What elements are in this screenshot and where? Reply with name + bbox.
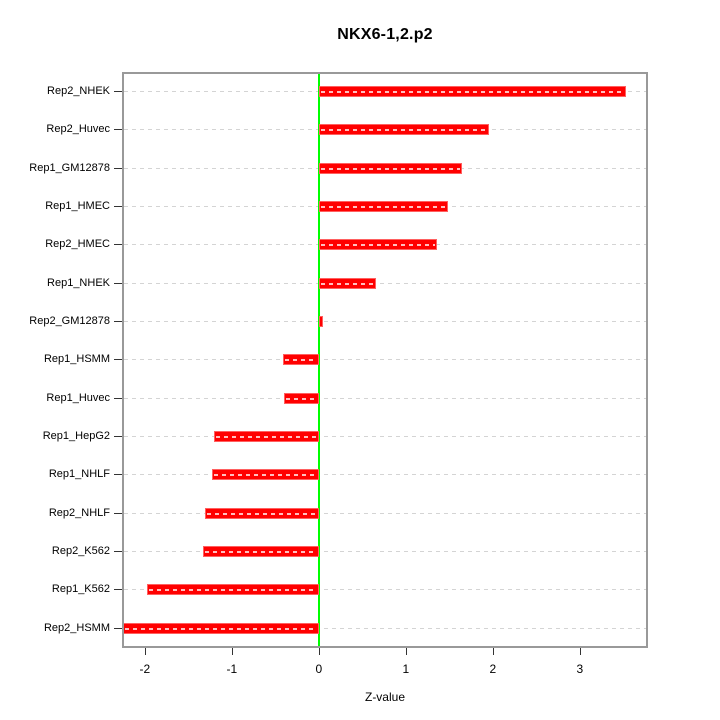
y-tick: [114, 244, 122, 246]
bar: [213, 430, 319, 442]
y-label: Rep1_NHLF: [48, 468, 110, 481]
bar-dash-pattern: [285, 359, 317, 362]
y-tick: [114, 397, 122, 399]
bar-dash-pattern: [213, 474, 317, 477]
y-label: Rep2_K562: [51, 544, 110, 557]
gridline: [124, 627, 646, 629]
bar: [318, 277, 377, 289]
x-tick: [405, 648, 407, 655]
bar-dash-pattern: [125, 627, 317, 630]
y-label: Rep1_HMEC: [45, 199, 110, 212]
gridline: [124, 474, 646, 476]
bar: [211, 469, 319, 481]
y-label: Rep1_Huvec: [46, 391, 110, 404]
y-tick: [114, 512, 122, 514]
bar-dash-pattern: [215, 435, 317, 438]
gridline: [124, 512, 646, 514]
x-tick: [492, 648, 494, 655]
plot-area: [124, 74, 646, 646]
x-tick-label: 0: [315, 662, 323, 676]
bar: [318, 200, 448, 212]
y-tick: [114, 205, 122, 207]
x-tick-label: 3: [576, 662, 584, 676]
bar: [318, 239, 438, 251]
y-label: Rep1_HSMM: [43, 353, 110, 366]
bar: [318, 124, 490, 136]
x-tick: [318, 648, 320, 655]
gridline: [124, 320, 646, 322]
bar: [203, 545, 319, 557]
bar: [283, 354, 319, 366]
y-tick: [114, 435, 122, 437]
x-axis-label: Z-value: [364, 690, 405, 704]
x-tick: [144, 648, 146, 655]
gridline: [124, 589, 646, 591]
x-tick: [579, 648, 581, 655]
bar-dash-pattern: [320, 91, 624, 93]
y-tick: [114, 627, 122, 629]
bar: [318, 162, 463, 174]
y-tick: [114, 167, 122, 169]
y-tick: [114, 320, 122, 322]
bar-dash-pattern: [320, 167, 461, 170]
bar: [204, 507, 319, 519]
gridline: [124, 282, 646, 284]
y-label: Rep2_NHEK: [47, 85, 110, 97]
y-tick: [114, 129, 122, 131]
y-label: Rep2_HMEC: [45, 238, 110, 251]
y-label: Rep2_HSMM: [43, 621, 110, 634]
chart-title: NKX6-1,2.p2: [337, 26, 433, 43]
bar-dash-pattern: [320, 129, 488, 132]
x-tick-label: 2: [489, 662, 497, 676]
bar-dash-pattern: [206, 512, 317, 515]
y-label: Rep1_HepG2: [42, 429, 110, 442]
gridline: [124, 435, 646, 437]
x-tick-label: -1: [226, 662, 238, 676]
y-tick: [114, 474, 122, 476]
x-tick-label: 1: [402, 662, 410, 676]
bar: [124, 622, 319, 634]
y-tick: [114, 282, 122, 284]
y-label: Rep1_K562: [51, 583, 110, 596]
zero-reference-line: [317, 74, 320, 646]
y-tick: [114, 589, 122, 591]
x-tick-label: -2: [139, 662, 151, 676]
bar-dash-pattern: [286, 397, 317, 400]
y-label: Rep1_NHEK: [47, 276, 110, 289]
bar-dash-pattern: [320, 282, 375, 285]
y-tick: [114, 91, 122, 92]
x-tick: [231, 648, 233, 655]
y-tick: [114, 550, 122, 552]
bar: [284, 392, 319, 404]
bar-dash-pattern: [148, 589, 317, 592]
y-label: Rep1_GM12878: [29, 161, 110, 174]
y-label: Rep2_GM12878: [29, 314, 110, 327]
bar: [146, 584, 319, 596]
y-tick: [114, 359, 122, 361]
bar-dash-pattern: [320, 205, 446, 208]
bar-dash-pattern: [320, 244, 436, 247]
y-label: Rep2_Huvec: [46, 123, 110, 136]
gridline: [124, 397, 646, 399]
y-label: Rep2_NHLF: [48, 506, 110, 519]
bar: [318, 86, 626, 97]
bar-dash-pattern: [205, 550, 317, 553]
gridline: [124, 550, 646, 552]
bar: [318, 315, 324, 327]
gridline: [124, 359, 646, 361]
